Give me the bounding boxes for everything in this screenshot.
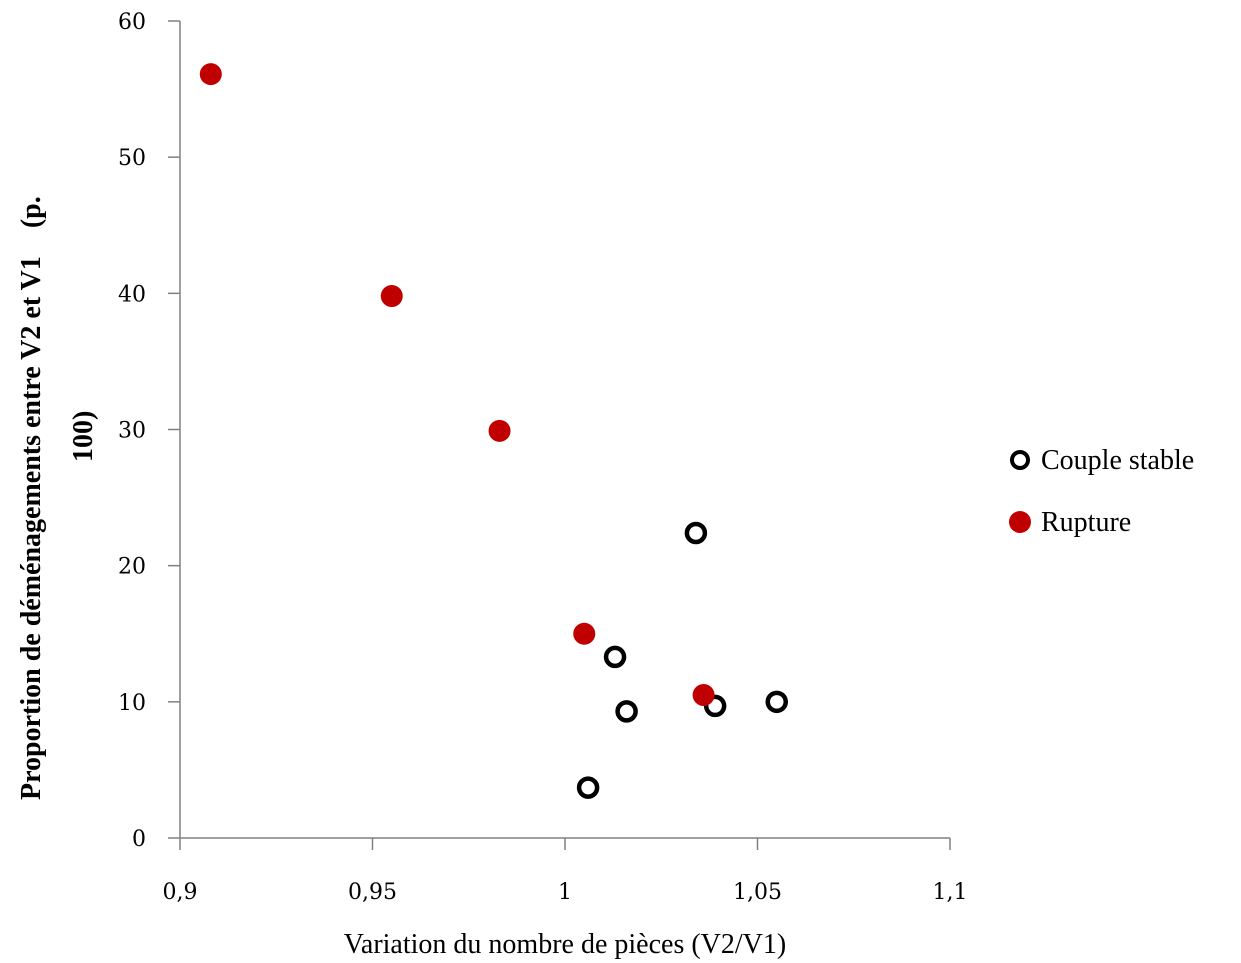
x-ticks: 0,9 0,95 1 1,05 1,1 <box>163 838 968 905</box>
y-tick-label: 10 <box>118 691 146 716</box>
y-ticks: 0 10 20 30 40 50 60 <box>118 10 180 852</box>
y-axis-title-line1: Proportion de déménagements entre V2 et … <box>16 196 47 800</box>
chart-axes <box>179 21 950 839</box>
y-tick-label: 50 <box>118 146 146 171</box>
legend-marker-couple-stable <box>1010 450 1030 470</box>
x-tick-label: 1,05 <box>733 880 782 905</box>
legend: Couple stable Rupture <box>1009 445 1194 538</box>
point-couple-stable <box>576 776 600 799</box>
point-couple-stable <box>765 690 788 714</box>
legend-label: Rupture <box>1041 507 1131 538</box>
legend-marker-rupture <box>1009 511 1031 533</box>
point-couple-stable <box>603 645 627 669</box>
data-points <box>199 63 788 799</box>
x-tick-label: 1,1 <box>933 880 968 905</box>
x-axis-title: Variation du nombre de pièces (V2/V1) <box>344 929 786 960</box>
y-tick-label: 20 <box>118 555 146 580</box>
y-axis-title-line2: 100) <box>68 411 99 462</box>
point-rupture <box>380 285 403 308</box>
y-tick-label: 60 <box>118 10 146 35</box>
x-tick-label: 0,95 <box>348 880 397 905</box>
point-rupture <box>199 63 222 86</box>
legend-label: Couple stable <box>1041 445 1194 476</box>
point-couple-stable <box>615 700 638 723</box>
point-rupture <box>573 622 596 645</box>
point-couple-stable <box>684 521 708 545</box>
y-tick-label: 40 <box>118 282 146 307</box>
x-tick-label: 0,9 <box>163 880 198 905</box>
y-tick-label: 0 <box>132 827 146 852</box>
x-tick-label: 1 <box>558 880 572 905</box>
y-tick-label: 30 <box>118 419 146 444</box>
point-rupture <box>488 419 511 442</box>
point-rupture <box>692 684 715 707</box>
